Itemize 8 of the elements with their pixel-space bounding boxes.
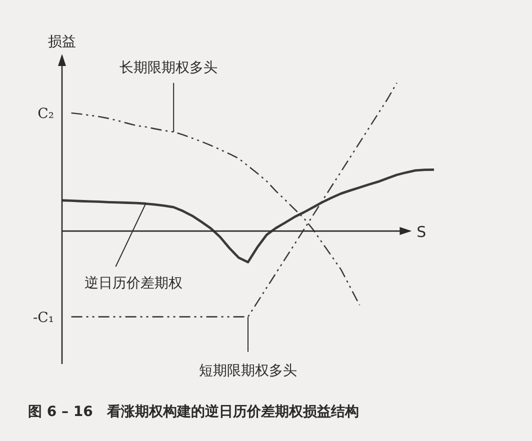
text: 长期限期权多头 [120, 60, 218, 76]
text: 逆日历价差期权 [84, 276, 183, 292]
y-axis-title: 损益 [48, 34, 76, 50]
text: 短期限期权多头 [199, 362, 297, 379]
text: C₂ [38, 106, 54, 122]
x-axis-title: S [416, 223, 426, 242]
text: -C₁ [32, 310, 54, 326]
text: 图 6 – 16 看涨期权构建的逆日历价差期权损益结构 [28, 403, 359, 420]
